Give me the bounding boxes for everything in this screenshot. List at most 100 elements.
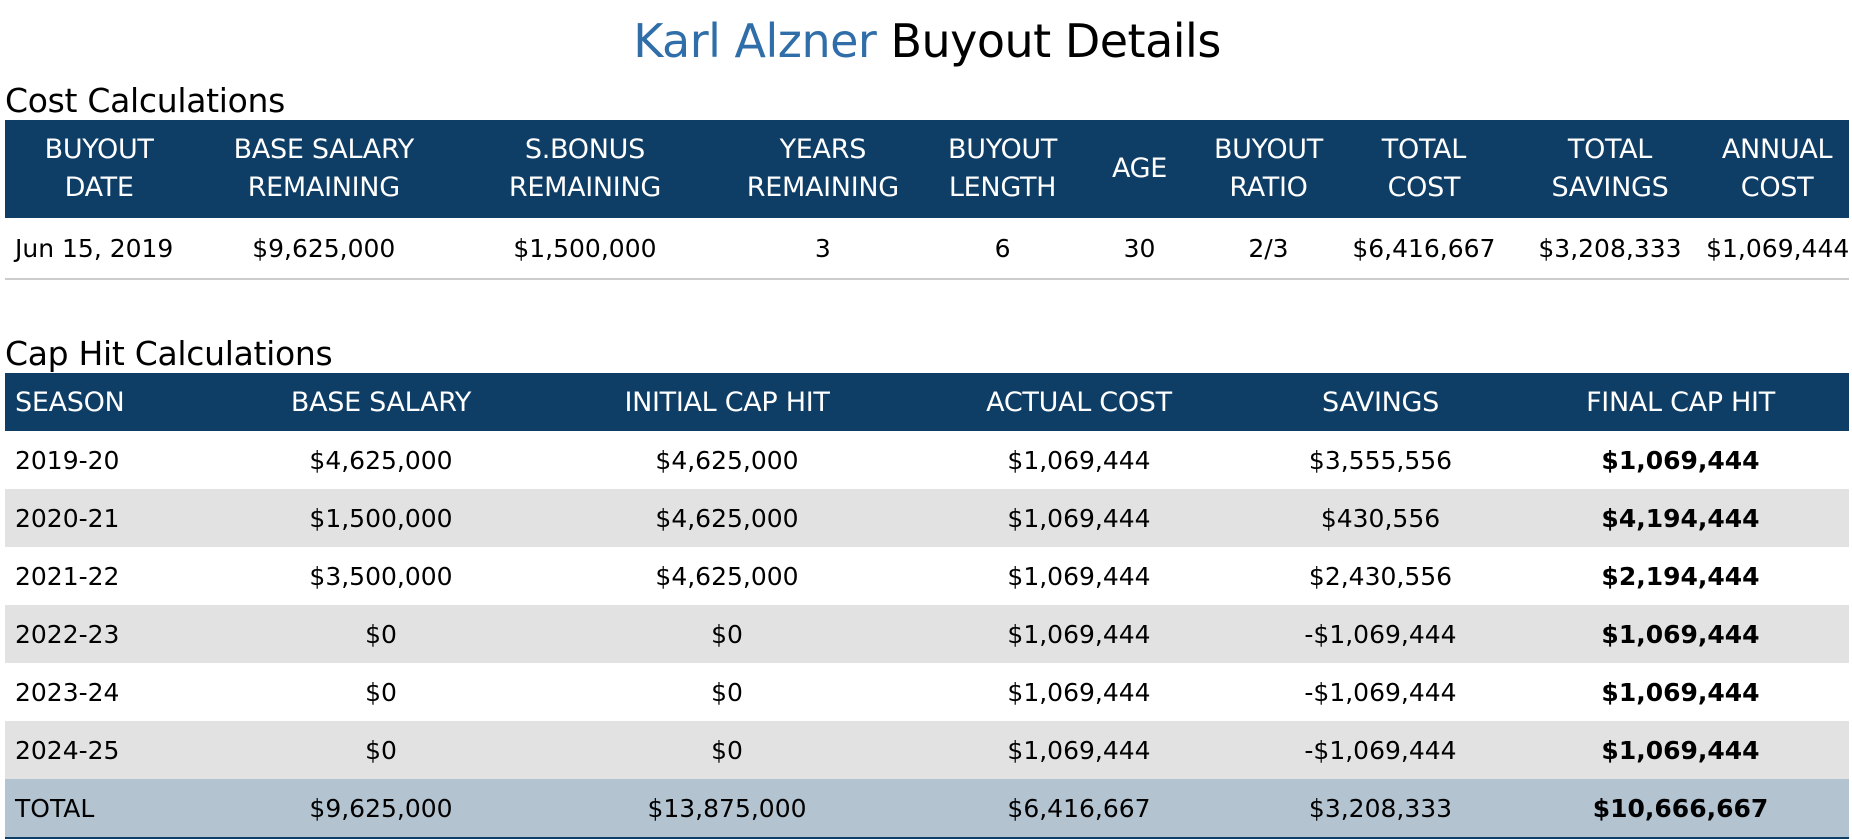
- cost-calculations-table: BUYOUT DATE BASE SALARY REMAINING S.BONUS R…: [5, 120, 1849, 280]
- cell-sbonus-remaining: $1,500,000: [454, 218, 716, 280]
- cell-age: 30: [1074, 218, 1204, 280]
- cell-actual-cost: $1,069,444: [1007, 561, 1151, 591]
- cell-buyout-ratio: 2/3: [1203, 218, 1333, 280]
- cell-initial-cap-hit: $4,625,000: [655, 445, 799, 475]
- cell-final-cap-hit: $1,069,444: [1512, 605, 1849, 663]
- col-header-base-salary-remaining: BASE SALARY REMAINING: [193, 120, 455, 218]
- section-spacer: [5, 280, 1849, 333]
- col-header-sbonus-remaining: S.BONUS REMAINING: [454, 120, 716, 218]
- cell-buyout-date: Jun 15, 2019: [5, 218, 194, 280]
- cell-actual-cost: $1,069,444: [1007, 445, 1151, 475]
- page-title-suffix: Buyout Details: [890, 14, 1221, 68]
- cell-savings: $3,555,556: [1308, 445, 1453, 475]
- cap-section-title: Cap Hit Calculations: [5, 334, 333, 373]
- col-header-age: AGE: [1074, 120, 1204, 218]
- cell-total-label: TOTAL: [5, 779, 217, 839]
- cell-actual-cost: $1,069,444: [909, 605, 1249, 663]
- cap-hit-calculations-table: SEASON BASE SALARY INITIAL CAP HIT ACTUA…: [5, 373, 1849, 839]
- col-header-buyout-ratio: BUYOUT RATIO: [1203, 120, 1333, 218]
- cell-base-salary-remaining: $9,625,000: [193, 218, 455, 280]
- cell-buyout-length: 6: [930, 218, 1075, 280]
- cell-total-base-salary: $9,625,000: [217, 779, 545, 839]
- cell-season: 2024-25: [5, 721, 217, 779]
- col-header-text: SAVINGS: [1551, 172, 1669, 203]
- col-header-initial-cap-hit: INITIAL CAP HIT: [545, 373, 909, 431]
- col-header-text: REMAINING: [746, 172, 899, 203]
- cell-actual-cost: $1,069,444: [909, 489, 1249, 547]
- cap-table-header: SEASON BASE SALARY INITIAL CAP HIT ACTUA…: [5, 373, 1849, 431]
- col-header-text: BUYOUT: [44, 134, 154, 165]
- total-row: TOTAL $9,625,000 $13,875,000 $6,416,667 …: [5, 779, 1849, 839]
- cell-base-salary: $4,625,000: [309, 445, 453, 475]
- col-header-total-savings: TOTAL SAVINGS: [1514, 120, 1706, 218]
- table-row: Jun 15, 2019 $9,625,000 $1,500,000 3 6 3…: [5, 218, 1849, 280]
- col-header-text: REMAINING: [508, 172, 661, 203]
- cell-initial-cap-hit: $4,625,000: [545, 489, 909, 547]
- col-header-actual-cost: ACTUAL COST: [909, 373, 1249, 431]
- cost-header-row: BUYOUT DATE BASE SALARY REMAINING S.BONUS R…: [5, 120, 1849, 218]
- cell-base-salary: $1,500,000: [217, 489, 545, 547]
- cell-season: 2021-22: [15, 561, 120, 591]
- col-header-text: S.BONUS: [524, 134, 645, 165]
- player-name-link[interactable]: Karl Alzner: [633, 14, 877, 68]
- cost-table-body: Jun 15, 2019 $9,625,000 $1,500,000 3 6 3…: [5, 218, 1849, 280]
- col-header-text: RATIO: [1229, 172, 1308, 203]
- cell-years-remaining: 3: [715, 218, 931, 280]
- table-row: 2020-21 $1,500,000 $4,625,000 $1,069,444…: [5, 489, 1849, 547]
- cell-annual-cost: $1,069,444: [1705, 218, 1849, 280]
- cell-savings: -$1,069,444: [1304, 677, 1457, 707]
- col-header-text: BUYOUT: [948, 134, 1058, 165]
- table-row: 2021-22 $3,500,000 $4,625,000 $1,069,444…: [5, 547, 1849, 605]
- cell-savings: $430,556: [1249, 489, 1512, 547]
- table-row: 2022-23 $0 $0 $1,069,444 -$1,069,444 $1,…: [5, 605, 1849, 663]
- cell-savings: -$1,069,444: [1249, 605, 1512, 663]
- cell-total-cost: $6,416,667: [1332, 218, 1515, 280]
- col-header-buyout-length: BUYOUT LENGTH: [930, 120, 1075, 218]
- table-row: 2023-24 $0 $0 $1,069,444 -$1,069,444 $1,…: [5, 663, 1849, 721]
- col-header-text: BUYOUT: [1213, 134, 1323, 165]
- cell-initial-cap-hit: $0: [711, 677, 743, 707]
- cap-header-row: SEASON BASE SALARY INITIAL CAP HIT ACTUA…: [5, 373, 1849, 431]
- page-title: Karl Alzner Buyout Details: [5, 0, 1849, 80]
- col-header-text: BASE SALARY: [233, 134, 415, 165]
- cell-savings: $2,430,556: [1308, 561, 1453, 591]
- cell-season: 2019-20: [15, 445, 120, 475]
- table-row: 2019-20 $4,625,000 $4,625,000 $1,069,444…: [5, 431, 1849, 489]
- col-header-years-remaining: YEARS REMAINING: [715, 120, 931, 218]
- cell-base-salary: $0: [217, 721, 545, 779]
- table-row: 2024-25 $0 $0 $1,069,444 -$1,069,444 $1,…: [5, 721, 1849, 779]
- cell-base-salary: $3,500,000: [309, 561, 453, 591]
- col-header-annual-cost: ANNUAL COST: [1705, 120, 1849, 218]
- col-header-text: COST: [1387, 172, 1461, 203]
- cell-initial-cap-hit: $0: [545, 721, 909, 779]
- cell-initial-cap-hit: $4,625,000: [655, 561, 799, 591]
- col-header-text: TOTAL: [1381, 134, 1466, 165]
- cell-total-final-cap-hit: $10,666,667: [1512, 779, 1849, 839]
- col-header-text: DATE: [64, 172, 134, 203]
- cell-season: 2020-21: [5, 489, 217, 547]
- col-header-total-cost: TOTAL COST: [1332, 120, 1515, 218]
- col-header-final-cap-hit: FINAL CAP HIT: [1512, 373, 1849, 431]
- cell-final-cap-hit: $2,194,444: [1601, 561, 1760, 591]
- cap-table-body: 2019-20 $4,625,000 $4,625,000 $1,069,444…: [5, 431, 1849, 839]
- cell-initial-cap-hit: $0: [545, 605, 909, 663]
- cost-section-title: Cost Calculations: [5, 81, 286, 120]
- cell-base-salary: $0: [365, 677, 397, 707]
- col-header-savings: SAVINGS: [1249, 373, 1512, 431]
- col-header-buyout-date: BUYOUT DATE: [5, 120, 194, 218]
- col-header-text: LENGTH: [948, 172, 1057, 203]
- cell-final-cap-hit: $1,069,444: [1512, 721, 1849, 779]
- cell-total-initial-cap-hit: $13,875,000: [545, 779, 909, 839]
- cell-total-savings: $3,208,333: [1514, 218, 1706, 280]
- col-header-season: SEASON: [5, 373, 217, 431]
- cell-final-cap-hit: $4,194,444: [1512, 489, 1849, 547]
- cell-season: 2022-23: [5, 605, 217, 663]
- col-header-text: TOTAL: [1567, 134, 1653, 165]
- cell-savings: -$1,069,444: [1249, 721, 1512, 779]
- cell-final-cap-hit: $1,069,444: [1601, 445, 1760, 475]
- cost-table-header: BUYOUT DATE BASE SALARY REMAINING S.BONUS R…: [5, 120, 1849, 218]
- cell-base-salary: $0: [217, 605, 545, 663]
- col-header-text: COST: [1740, 172, 1814, 203]
- cell-actual-cost: $1,069,444: [1007, 677, 1151, 707]
